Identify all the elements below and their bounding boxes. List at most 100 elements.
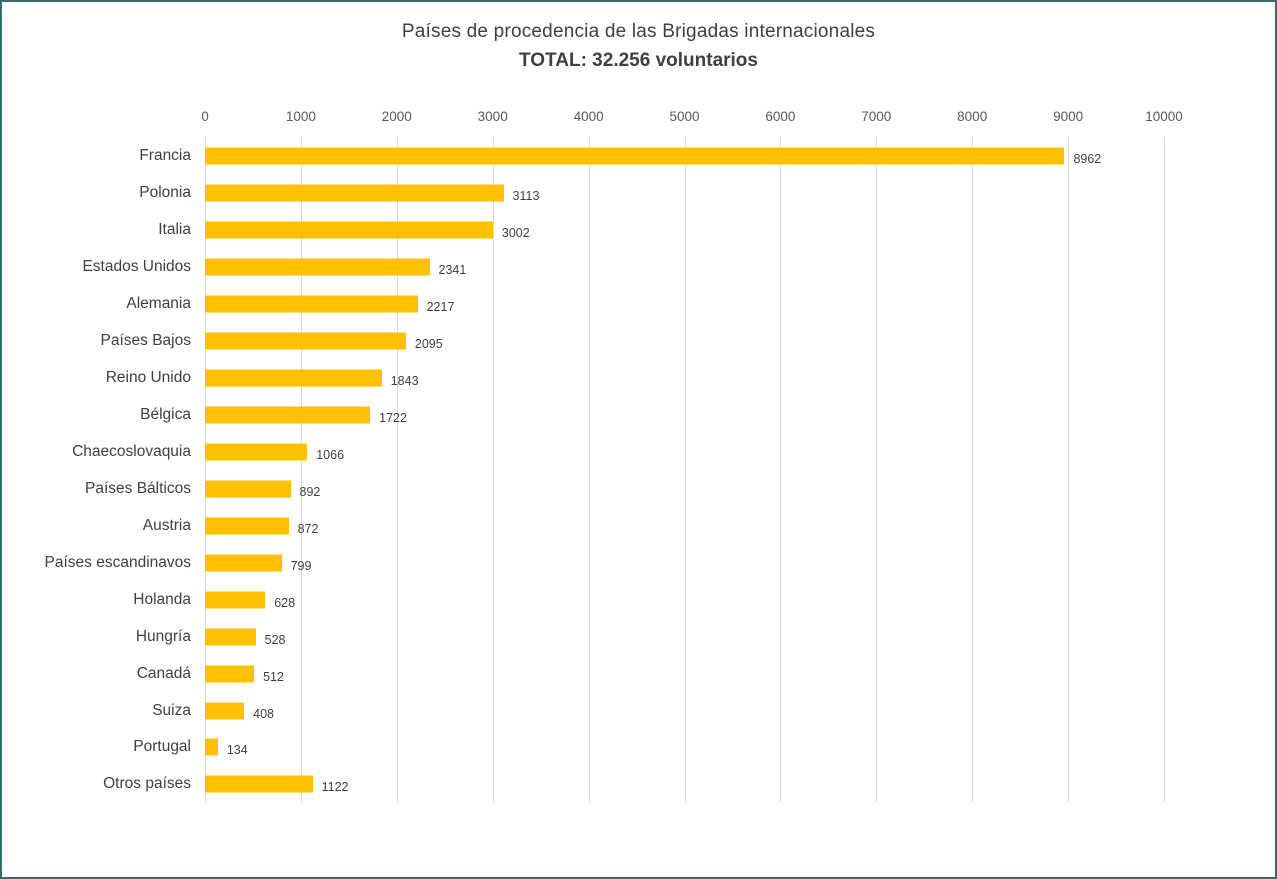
category-label: Otros países [103,775,191,793]
category-label: Francia [139,147,191,165]
bar-row: Canadá 512 [137,655,1164,692]
x-tick-label: 1000 [285,109,316,124]
bar-row: Italia 3002 [158,212,1164,249]
value-label: 1066 [316,447,345,462]
value-label: 628 [274,595,296,610]
value-label: 1722 [379,411,407,426]
bar [205,480,291,498]
category-label: Alemania [126,295,191,313]
bar [205,665,255,683]
bar [205,406,371,424]
value-label: 408 [253,706,274,721]
x-tick-label: 7000 [861,109,892,124]
bar-row: Francia 8962 [139,138,1164,175]
gridline [588,138,590,803]
gridline [1068,138,1070,803]
bar-row: Otros países 1122 [103,766,1164,803]
value-label: 892 [299,484,321,499]
bar [205,702,245,720]
bar [205,147,1065,165]
category-label: Austria [142,516,191,534]
bar-row: Reino Unido 1843 [106,360,1164,397]
plot-area: 0 1000 2000 3000 4000 5000 6000 7000 8000 9000 100… [45,109,1183,803]
category-label: Chaecoslovaquia [72,442,191,460]
bar-row: Países Bajos 2095 [101,323,1164,360]
bar [205,295,418,313]
bar-row: Chaecoslovaquia 1066 [72,434,1164,471]
value-label: 3002 [501,226,530,241]
bar-row: Portugal 134 [133,729,1164,766]
bar [205,332,406,350]
x-tick-label: 3000 [477,109,508,124]
value-label: 8962 [1073,152,1102,167]
gridline [684,138,686,803]
chart-title: Países de procedencia de las Brigadas in… [401,21,876,42]
gridline [1164,138,1165,803]
x-tick-label: 9000 [1053,109,1084,124]
x-axis: 0 1000 2000 3000 4000 5000 6000 7000 8000 9000 100… [201,109,1183,129]
category-label: Estados Unidos [82,258,191,276]
bar [205,591,266,609]
category-label: Holanda [133,590,191,608]
bar [205,221,493,239]
chart-header: Países de procedencia de las Brigadas in… [2,2,1275,72]
bar-row: Estados Unidos 2341 [82,249,1164,286]
gridline [205,138,206,803]
bar-row: Polonia 3113 [139,175,1164,212]
category-label: Hungría [135,627,191,645]
value-label: 2217 [426,300,455,315]
bar-row: Alemania 2217 [126,286,1164,323]
x-tick-label: 5000 [669,109,700,124]
category-label: Países Bajos [100,332,191,350]
bar-row: Suiza 408 [152,692,1164,729]
bar [205,775,313,793]
gridline [492,138,494,803]
value-label: 528 [264,632,286,647]
bar [205,554,282,572]
category-label: Polonia [139,184,191,202]
category-label: Italia [158,221,191,239]
value-label: 799 [290,558,312,573]
bar-row: Bélgica 1722 [140,397,1164,434]
bar-row: Hungría 528 [136,618,1164,655]
bar-row: Países Bálticos 892 [85,470,1164,507]
bar [205,738,218,756]
gridline [972,138,974,803]
value-label: 2341 [438,263,467,278]
value-label: 2095 [414,337,443,352]
bar [205,369,382,387]
gridline [300,138,302,803]
value-label: 512 [263,669,284,684]
x-tick-label: 10000 [1145,109,1183,124]
x-tick-label: 8000 [957,109,988,124]
category-label: Reino Unido [105,369,191,387]
gridline [396,138,398,803]
bar [205,258,430,276]
chart-subtitle: TOTAL: 32.256 voluntarios [519,50,758,71]
category-label: Países escandinavos [44,553,191,571]
bar [205,628,256,646]
category-label: Países Bálticos [85,479,191,497]
x-tick-label: 4000 [573,109,604,124]
category-label: Portugal [133,738,191,756]
value-label: 1843 [390,374,419,389]
x-tick-label: 6000 [765,109,796,124]
gridlines [205,138,1165,803]
gridline [780,138,782,803]
value-label: 3113 [512,189,540,204]
value-label: 1122 [321,780,349,795]
bar-row: Holanda 628 [133,581,1164,618]
x-tick-label: 2000 [381,109,412,124]
bar [205,443,308,461]
bar [205,184,504,202]
gridline [876,138,878,803]
category-label: Canadá [136,664,191,682]
bar-rows: Francia 8962 Polonia 3113 Italia 3002 Estados … [45,138,1164,803]
bar-row: Austria 872 [143,507,1164,544]
category-label: Bélgica [140,406,191,424]
category-label: Suiza [152,701,191,719]
value-label: 134 [226,743,248,758]
value-label: 872 [297,521,319,536]
bar [205,517,289,535]
